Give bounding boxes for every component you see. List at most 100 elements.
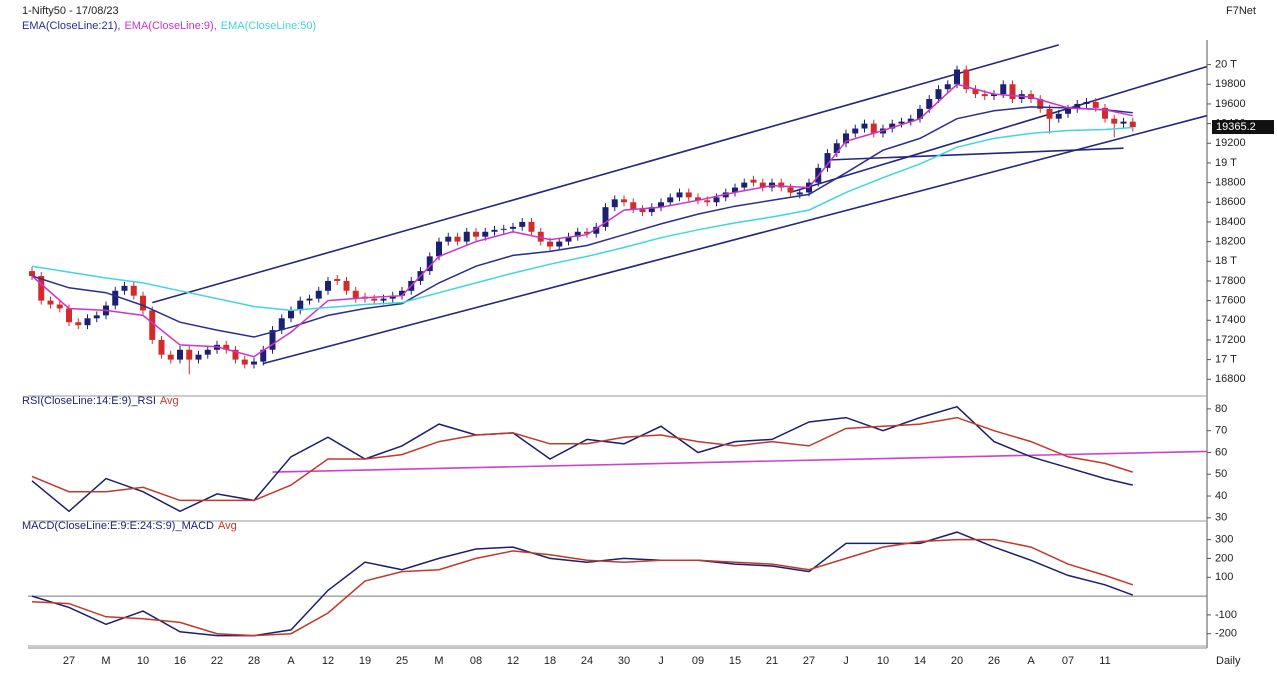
- candle-body: [371, 298, 378, 301]
- candle-body: [954, 69, 960, 85]
- candle-body: [584, 231, 590, 234]
- x-tick-label: 15: [729, 655, 741, 667]
- x-tick-label: 07: [1062, 655, 1074, 667]
- y-tick-label: -200: [1215, 628, 1237, 640]
- candle-body: [306, 298, 313, 301]
- candle-body: [556, 241, 563, 247]
- x-tick-label: 12: [322, 655, 334, 667]
- candle-body: [778, 182, 785, 188]
- last-price-label: 19365.2: [1216, 121, 1256, 133]
- candle-body: [1083, 101, 1090, 104]
- legend-entry: EMA(CloseLine:21): [22, 20, 117, 32]
- candle-body: [352, 290, 359, 299]
- y-tick-label: 17200: [1215, 334, 1246, 346]
- candle-body: [260, 349, 267, 362]
- y-tick-label: 300: [1215, 534, 1233, 546]
- legend-entry: Avg: [160, 395, 179, 407]
- x-tick-label: 10: [877, 655, 889, 667]
- x-tick-label: A: [1027, 655, 1035, 667]
- candle-body: [870, 123, 877, 134]
- candle-body: [750, 179, 757, 183]
- candle-body: [491, 229, 498, 232]
- x-tick-label: 12: [507, 655, 519, 667]
- y-tick-label: 20 T: [1215, 59, 1237, 71]
- candle-body: [787, 187, 794, 193]
- candle-body: [1046, 108, 1053, 119]
- y-tick-label: 200: [1215, 552, 1233, 564]
- candle-body: [38, 276, 45, 301]
- x-tick-label: 25: [396, 655, 408, 667]
- legend-entry: MACD(CloseLine:E:9:E:24:S:9)_MACD: [22, 520, 214, 532]
- last-price-box: [1212, 120, 1274, 135]
- y-tick-label: -100: [1215, 609, 1237, 621]
- trendline: [790, 65, 1208, 194]
- y-tick-label: 19 T: [1215, 157, 1237, 169]
- candle-body: [852, 128, 859, 134]
- candle-body: [29, 271, 35, 277]
- x-tick-label: J: [843, 655, 849, 667]
- y-tick-label: 17800: [1215, 275, 1246, 287]
- candle-body: [232, 349, 239, 360]
- candle-body: [917, 108, 923, 119]
- candle-body: [889, 123, 896, 129]
- candle-body: [685, 192, 692, 198]
- candle-body: [1102, 107, 1108, 119]
- legend-entry: EMA(CloseLine:50): [221, 20, 316, 32]
- candle-body: [759, 182, 766, 188]
- x-tick-label: 24: [581, 655, 593, 667]
- candle-body: [963, 69, 970, 90]
- source-label: F7Net: [1226, 5, 1256, 17]
- y-tick-label: 18600: [1215, 196, 1246, 208]
- chart-title: 1-Nifty50 - 17/08/23: [22, 5, 119, 17]
- candle-body: [547, 241, 553, 247]
- interval-label: Daily: [1216, 655, 1241, 667]
- candle-body: [93, 315, 100, 319]
- y-tick-label: 18 T: [1215, 255, 1237, 267]
- series-line: [31, 106, 1133, 338]
- candle-body: [1129, 121, 1136, 128]
- candle-body: [177, 349, 183, 360]
- candle-body: [56, 304, 63, 309]
- candle-body: [658, 202, 664, 208]
- candle-body: [935, 89, 942, 100]
- y-tick-label: 18200: [1215, 236, 1246, 248]
- x-tick-label: 28: [248, 655, 260, 667]
- candle-body: [75, 322, 82, 326]
- legend-separator: ,: [117, 20, 120, 32]
- candle-body: [343, 280, 350, 291]
- candle-body: [380, 298, 387, 301]
- candle-body: [1037, 99, 1044, 109]
- x-tick-label: 27: [63, 655, 75, 667]
- candle-body: [537, 231, 544, 242]
- candle-body: [241, 359, 248, 365]
- candle-body: [454, 236, 461, 242]
- candle-body: [251, 361, 257, 365]
- y-tick-label: 19200: [1215, 137, 1246, 149]
- candle-body: [445, 236, 452, 242]
- candle-body: [519, 221, 526, 227]
- candle-body: [843, 133, 849, 144]
- candle-body: [130, 285, 137, 296]
- candle-body: [1055, 113, 1062, 119]
- y-tick-label: 100: [1215, 571, 1233, 583]
- candle-body: [741, 182, 748, 188]
- candle-body: [399, 290, 405, 296]
- candle-body: [158, 339, 165, 355]
- candle-body: [278, 318, 285, 331]
- y-tick-label: 18800: [1215, 177, 1246, 189]
- candle-body: [1000, 84, 1007, 95]
- candle-body: [84, 318, 91, 326]
- x-tick-label: 11: [1099, 655, 1110, 667]
- candle-body: [121, 285, 128, 291]
- x-tick-label: 22: [211, 655, 223, 667]
- y-tick-label: 50: [1215, 468, 1227, 480]
- candle-body: [223, 344, 230, 350]
- legend-entry: EMA(CloseLine:9): [124, 20, 213, 32]
- candle-body: [510, 226, 516, 229]
- x-tick-label: A: [287, 655, 295, 667]
- candle-body: [972, 89, 979, 95]
- candle-body: [436, 241, 442, 257]
- candle-body: [926, 99, 933, 109]
- x-tick-label: 19: [359, 655, 371, 667]
